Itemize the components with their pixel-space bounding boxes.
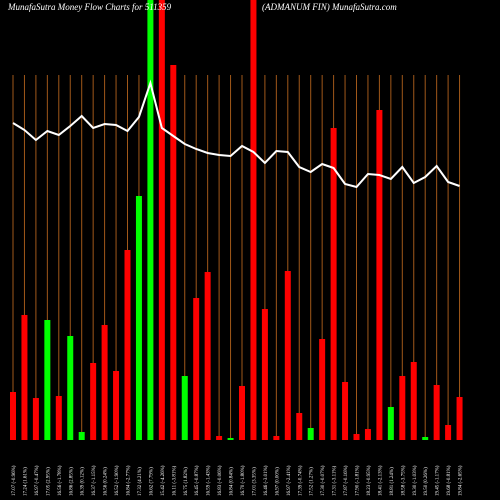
bar	[181, 376, 188, 440]
x-tick-label: 17.52 (1.27%)	[310, 467, 315, 496]
x-tick-label: 18.41 (-2.13%)	[378, 465, 383, 496]
chart-subtitle: (ADMANUM FIN) MunafaSutra.com	[262, 2, 397, 12]
x-tick-label: 17.31 (-3.11%)	[333, 465, 338, 496]
x-tick-label: 16.97 (0.00%)	[275, 467, 280, 496]
x-tick-label: 16.59 (-1.43%)	[207, 465, 212, 496]
bar	[44, 320, 51, 440]
bar	[239, 386, 245, 440]
bar	[319, 339, 326, 440]
bar	[158, 0, 165, 440]
x-tick-label: 16.75 (1.82%)	[184, 467, 189, 496]
x-tick-label: 16.97 (-2.41%)	[287, 465, 292, 496]
bar	[21, 315, 28, 440]
x-tick-label: 18.58 (-3.75%)	[401, 465, 406, 496]
bar	[456, 397, 463, 440]
x-tick-label: 19.84 (-2.65%)	[459, 465, 464, 496]
bar	[364, 429, 371, 440]
bar	[67, 336, 74, 440]
bar	[227, 438, 234, 440]
bar	[204, 272, 211, 440]
bar	[78, 432, 85, 440]
bar	[216, 436, 223, 440]
x-tick-label: 16.84 (-2.77%)	[127, 465, 132, 496]
bar	[433, 385, 440, 440]
bar	[284, 271, 291, 440]
bar	[90, 363, 97, 440]
bar	[273, 436, 280, 440]
bar	[193, 298, 200, 440]
bar	[330, 128, 337, 440]
x-tick-label: 16.56 (-1.78%)	[58, 465, 63, 496]
bar	[296, 413, 303, 440]
bar	[170, 65, 177, 440]
x-tick-label: 17.01 (3.35%)	[252, 467, 257, 496]
x-tick-label: 16.46 (-3.01%)	[264, 465, 269, 496]
x-tick-label: 17.87 (-0.16%)	[344, 465, 349, 496]
x-tick-label: 17.07 (-0.96%)	[12, 465, 17, 496]
x-tick-label: 19.30 (-1.03%)	[413, 465, 418, 496]
bar	[261, 309, 268, 440]
x-tick-label: 19.45 (-1.17%)	[436, 465, 441, 496]
x-tick-label: 16.11 (-3.81%)	[172, 465, 177, 496]
bar	[135, 196, 142, 440]
x-tick-label: 16.70 (-1.80%)	[241, 465, 246, 496]
bar	[124, 250, 131, 440]
bar	[387, 407, 394, 440]
bar	[342, 382, 349, 440]
bar	[445, 425, 452, 440]
x-tick-label: 16.52 (-1.90%)	[115, 465, 120, 496]
chart-title: MunafaSutra Money Flow Charts for 511359	[7, 2, 172, 12]
x-tick-label: 16.86 (2.85%)	[69, 467, 74, 496]
x-tick-label: 16.37 (-1.15%)	[92, 465, 97, 496]
x-tick-label: 17.24 (1.61%)	[23, 467, 28, 496]
x-tick-label: 16.45 (-0.87%)	[195, 465, 200, 496]
x-tick-label: 18.81 (1.24%)	[390, 467, 395, 496]
bar	[410, 362, 417, 440]
x-tick-label: 16.62 (7.79%)	[149, 467, 154, 496]
x-tick-label: 16.83 (-0.06%)	[218, 465, 223, 496]
x-tick-label: 16.97 (-0.47%)	[35, 465, 40, 496]
bar	[353, 434, 360, 440]
x-tick-label: 17.39 (-0.74%)	[298, 465, 303, 496]
bar	[113, 371, 120, 440]
x-labels: 17.07 (-0.96%) 17.24 (1.61%) 16.97 (-0.47%…	[12, 465, 464, 496]
bar	[422, 437, 429, 440]
bar	[101, 325, 108, 440]
bar	[10, 392, 16, 440]
x-tick-label: 17.32 (4.21%)	[138, 467, 143, 496]
x-tick-label: 17.05 (2.95%)	[46, 467, 51, 496]
bar	[250, 0, 257, 440]
bar	[307, 428, 314, 440]
x-tick-label: 16.56 (0.24%)	[104, 467, 109, 496]
bars	[10, 0, 463, 440]
bar	[55, 396, 62, 440]
x-tick-label: 17.90 (-1.81%)	[356, 465, 361, 496]
x-tick-label: 17.30 (-0.07%)	[321, 465, 326, 496]
x-tick-label: 19.50 (0.26%)	[424, 467, 429, 496]
bar	[147, 0, 154, 440]
x-tick-label: 18.23 (-0.95%)	[367, 465, 372, 496]
lines	[12, 79, 460, 189]
bar	[32, 398, 39, 440]
bar	[399, 376, 406, 440]
price-line	[12, 79, 460, 189]
x-tick-label: 16.84 (0.84%)	[230, 467, 235, 496]
x-tick-label: 19.68 (-0.81%)	[447, 465, 452, 496]
x-tick-label: 15.42 (-4.26%)	[161, 465, 166, 496]
x-tick-label: 16.39 (0.12%)	[81, 467, 86, 496]
bar	[376, 110, 383, 440]
